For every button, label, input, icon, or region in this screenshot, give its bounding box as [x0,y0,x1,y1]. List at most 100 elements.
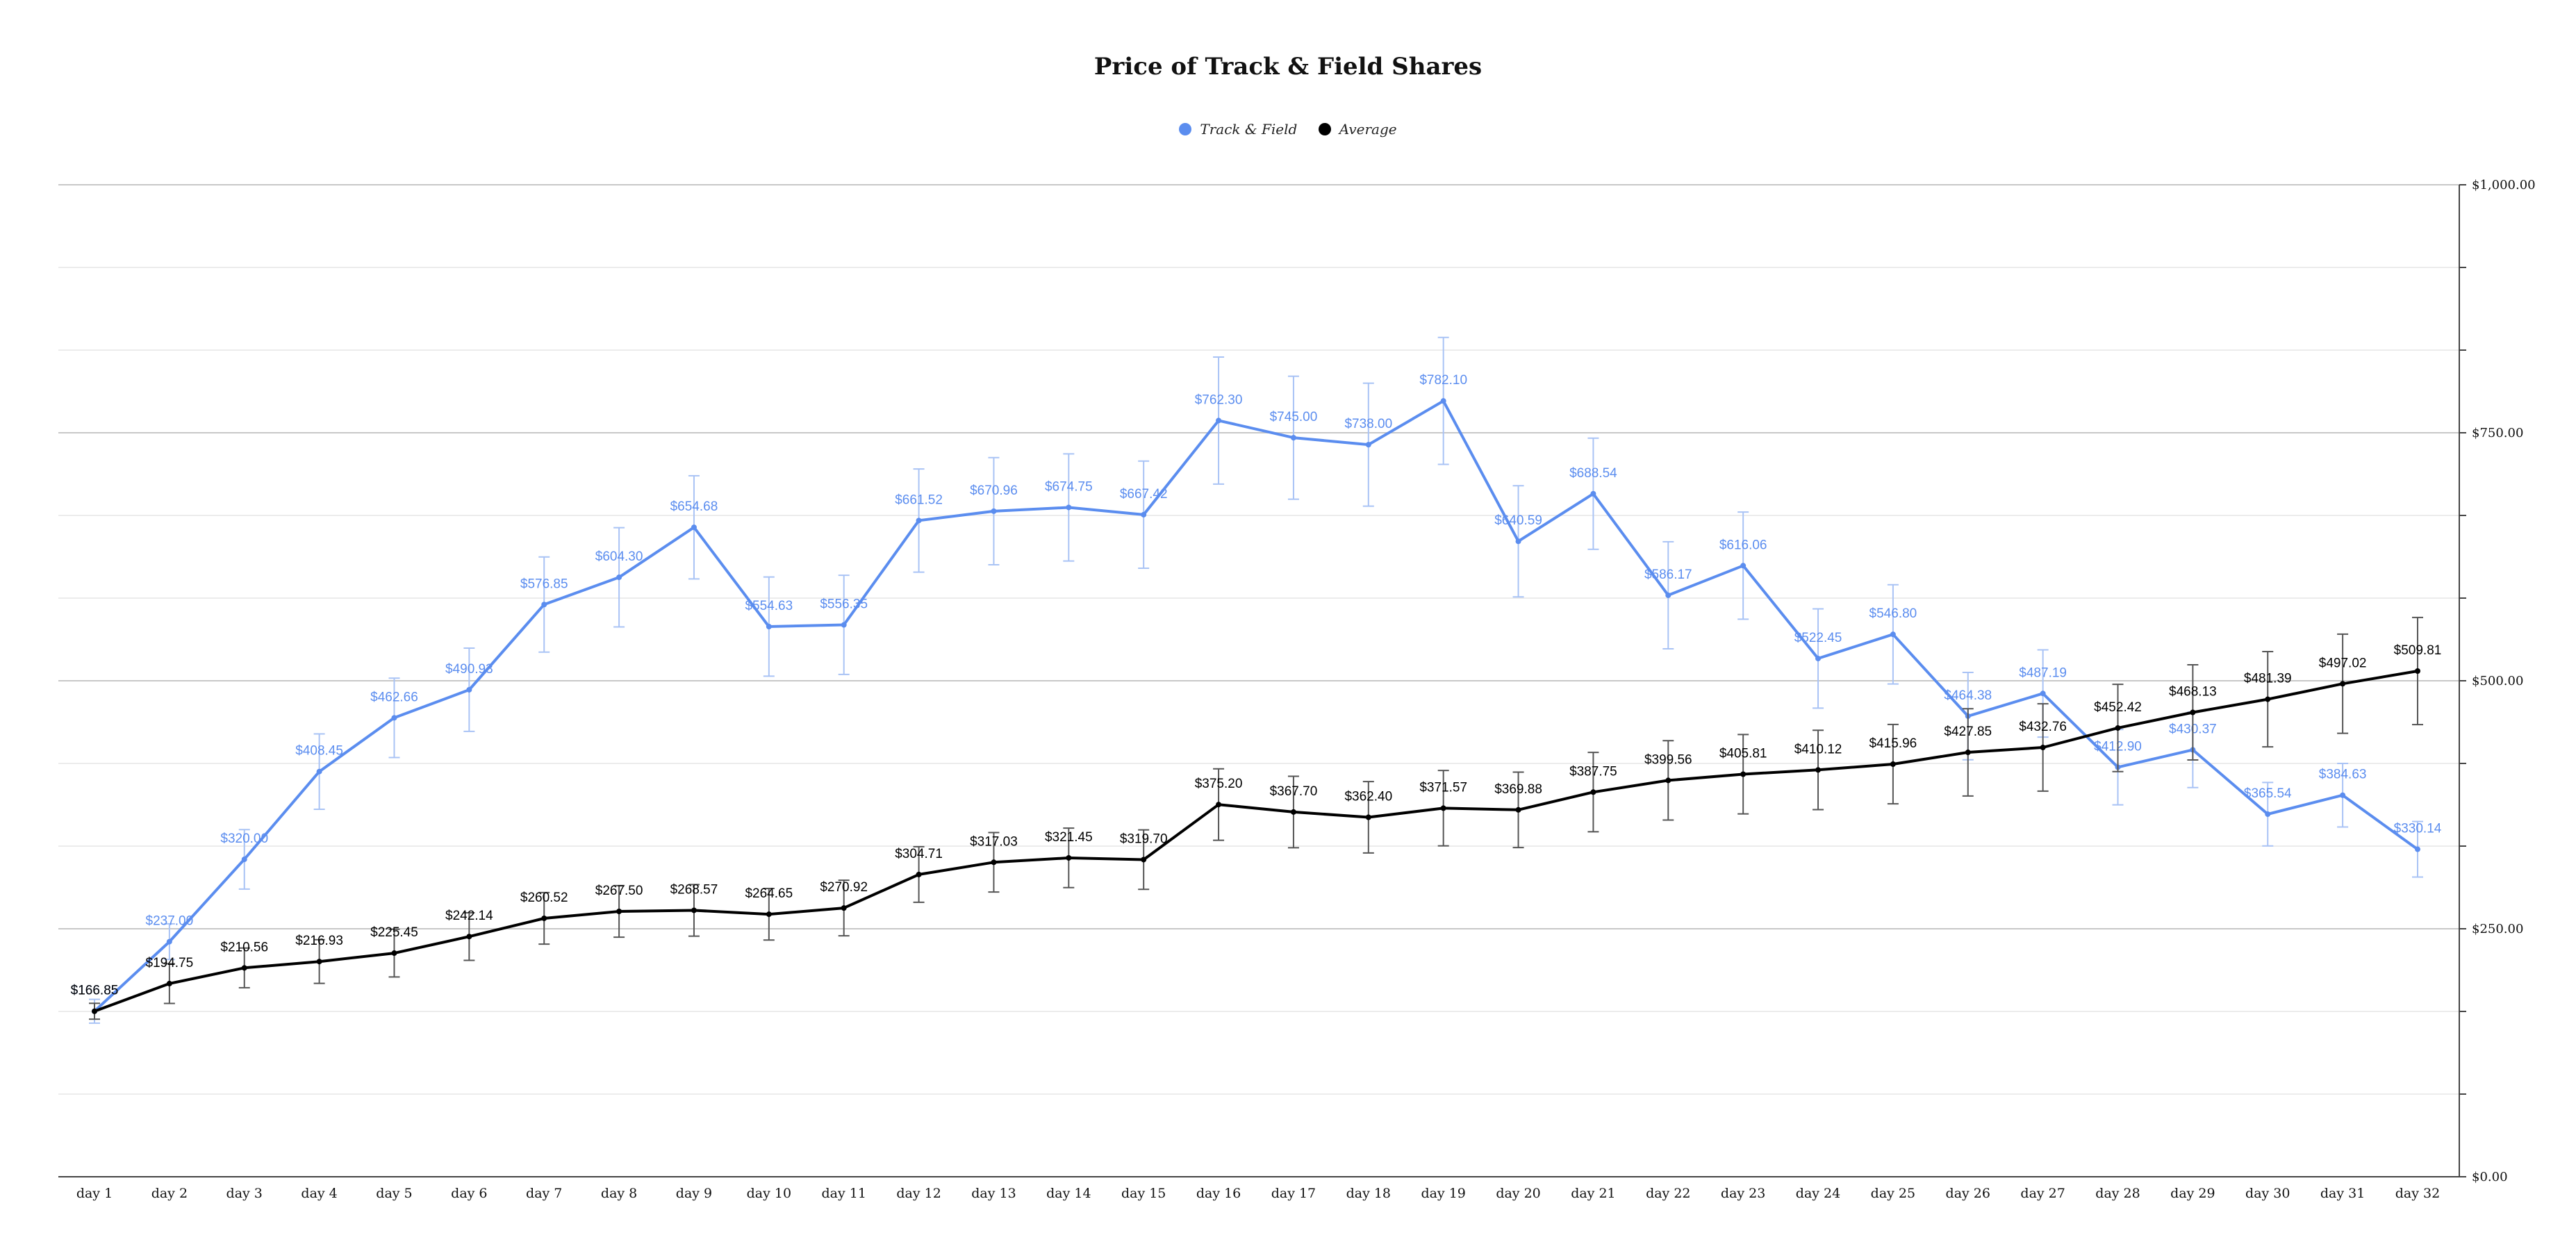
data-label-track-field: $654.68 [670,499,718,514]
data-point-average [1665,777,1671,784]
data-label-track-field: $616.06 [1719,538,1767,552]
data-point-average [1815,767,1822,773]
x-tick-label: day 31 [2320,1186,2365,1201]
x-tick-label: day 23 [1721,1186,1765,1201]
data-label-average: $367.70 [1270,784,1318,799]
x-tick-label: day 20 [1496,1186,1540,1201]
data-point-track-field [1740,563,1747,569]
data-label-average: $405.81 [1719,747,1767,761]
x-tick-label: day 32 [2395,1186,2440,1201]
series-line-average [94,670,2418,1013]
data-label-track-field: $408.45 [295,744,343,759]
x-tick-label: day 10 [747,1186,791,1201]
data-point-average [766,911,772,918]
data-label-track-field: $670.96 [970,483,1018,498]
data-label-track-field: $556.35 [820,597,868,612]
data-point-track-field [1066,504,1072,511]
data-point-average [1590,789,1596,795]
data-label-track-field: $738.00 [1344,417,1392,431]
x-tick-label: day 5 [376,1186,412,1201]
x-tick-label: day 22 [1646,1186,1690,1201]
data-label-track-field: $462.66 [370,690,418,704]
data-label-average: $216.93 [295,934,343,948]
data-point-track-field [241,857,247,863]
data-point-average [2415,668,2420,674]
data-point-track-field [2340,792,2346,798]
data-label-average: $432.76 [2019,720,2067,734]
data-point-track-field [916,518,922,524]
x-tick-label: day 27 [2020,1186,2065,1201]
data-label-average: $362.40 [1344,789,1392,804]
data-label-track-field: $667.42 [1120,487,1168,502]
data-point-average [241,965,247,971]
data-point-average [1515,807,1521,813]
data-label-track-field: $688.54 [1569,466,1617,481]
data-label-average: $260.52 [520,891,568,905]
data-label-average: $194.75 [146,956,194,970]
data-point-average [541,915,547,921]
data-label-track-field: $576.85 [520,577,568,591]
data-point-track-field [841,622,847,628]
data-point-average [841,905,847,911]
data-label-average: $415.96 [1869,736,1917,751]
x-tick-label: day 21 [1571,1186,1615,1201]
series-line-track-field [93,399,2419,1013]
data-label-average: $225.45 [370,925,418,940]
legend: Track & Field Average [0,121,2576,139]
data-point-track-field [1440,398,1446,404]
x-tick-label: day 8 [601,1186,637,1201]
data-point-average [2115,725,2121,731]
x-tick-label: day 25 [1871,1186,1915,1201]
data-label-track-field: $546.80 [1869,606,1917,621]
x-tick-label: day 1 [76,1186,113,1201]
x-tick-label: day 16 [1196,1186,1241,1201]
data-label-average: $270.92 [820,880,868,895]
x-tick-label: day 30 [2245,1186,2290,1201]
y-tick-label: $1,000.00 [2472,178,2536,192]
data-label-track-field: $490.93 [445,662,493,677]
data-label-average: $304.71 [895,847,943,861]
x-tick-label: day 15 [1121,1186,1166,1201]
x-tick-label: day 28 [2095,1186,2140,1201]
x-tick-label: day 3 [226,1186,263,1201]
data-point-average [1365,814,1371,820]
data-point-average [916,871,922,877]
data-point-track-field [616,574,622,581]
data-point-average [1440,805,1446,811]
legend-label-average: Average [1339,121,1397,138]
data-point-track-field [2265,811,2271,818]
data-point-average [1890,761,1896,768]
data-label-track-field: $237.00 [146,914,194,929]
y-tick-label: $500.00 [2472,674,2523,688]
data-label-average: $210.56 [220,940,268,954]
x-tick-label: day 11 [821,1186,866,1201]
y-tick-label: $0.00 [2472,1170,2508,1184]
data-label-average: $427.85 [1944,725,1992,739]
data-label-average: $452.42 [2094,700,2142,715]
y-tick-label: $750.00 [2472,426,2523,440]
data-point-track-field [1665,592,1671,598]
data-label-track-field: $330.14 [2394,822,2442,836]
data-point-average [991,859,997,866]
data-point-average [2265,696,2271,702]
data-label-track-field: $762.30 [1195,392,1243,407]
x-tick-label: day 7 [526,1186,562,1201]
data-label-average: $375.20 [1195,777,1243,791]
data-label-track-field: $487.19 [2019,665,2067,680]
legend-item-track-field[interactable]: Track & Field [1179,121,1297,138]
data-point-track-field [691,524,697,531]
data-label-track-field: $166.85 [71,984,119,998]
data-label-average: $319.70 [1120,832,1168,846]
data-point-average [2040,745,2046,751]
data-point-track-field [1216,417,1222,424]
data-point-track-field [766,623,772,629]
x-tick-label: day 4 [301,1186,337,1201]
legend-item-average[interactable]: Average [1318,121,1397,138]
data-label-average: $497.02 [2319,656,2367,670]
chart-title: Price of Track & Field Shares [1093,53,1483,81]
data-label-average: $166.85 [71,984,119,998]
x-tick-label: day 26 [1946,1186,1990,1201]
x-tick-label: day 17 [1271,1186,1316,1201]
data-label-track-field: $320.00 [220,832,268,846]
